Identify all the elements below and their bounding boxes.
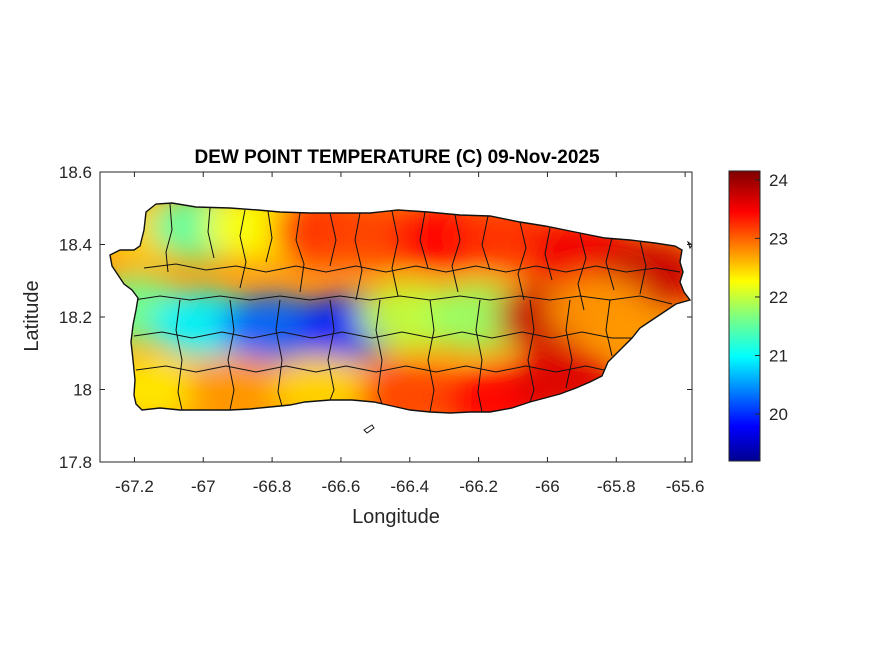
colorbar-tick-label: 20 [769,405,788,424]
x-tick-label: -67 [191,477,216,496]
x-tick-label: -66.4 [390,477,429,496]
y-axis: 17.8 18 18.2 18.4 18.6 [59,163,692,472]
municipality-border [577,233,587,311]
municipality-border [135,365,605,373]
municipality-border [451,214,461,293]
municipality-border [143,263,681,273]
municipality-border [295,212,305,293]
colorbar-tick-label: 23 [769,229,788,248]
x-tick-label: -66.6 [322,477,361,496]
municipality-border [327,299,335,401]
x-tick-label: -67.2 [115,477,154,496]
municipality-border [475,299,483,413]
colorbar-tick-label: 22 [769,288,788,307]
municipality-border [133,295,673,305]
islet [363,424,375,434]
y-tick-label: 18 [73,381,92,400]
x-tick-label: -65.8 [597,477,636,496]
municipality-border [275,299,283,407]
y-axis-label: Latitude [21,280,43,351]
y-tick-label: 18.2 [59,308,92,327]
municipality-border [605,237,615,291]
municipality-border [427,299,435,413]
heat-cell [547,275,652,344]
x-tick-label: -65.6 [666,477,705,496]
x-tick-label: -66 [535,477,560,496]
municipality-border [639,240,647,295]
heat-cell [357,362,462,413]
y-tick-label: 17.8 [59,453,92,472]
municipality-border [565,299,573,389]
heat-cell [185,355,290,413]
municipality-border [544,227,553,281]
municipality-border [375,299,383,405]
municipality-border [207,207,215,259]
chart-title: DEW POINT TEMPERATURE (C) 09-Nov-2025 [194,147,599,168]
municipality-border [517,221,527,301]
municipality-border [391,210,399,297]
heat-cell [220,293,325,362]
y-tick-label: 18.6 [59,163,92,182]
x-tick-label: -66.2 [459,477,498,496]
municipality-border [265,210,273,263]
x-axis-label: Longitude [352,506,440,528]
municipality-border [527,299,535,403]
municipality-border [133,331,632,339]
municipality-border [175,299,183,411]
y-tick-label: 18.4 [59,236,92,255]
municipality-border [329,212,337,267]
colorbar [728,170,761,462]
municipality-border [227,299,235,411]
municipality-border [419,211,429,269]
municipality-border [605,299,613,357]
x-tick-label: -66.8 [253,477,292,496]
municipality-border [354,212,363,301]
colorbar-ticks: 20 21 22 23 24 [755,171,788,424]
colorbar-tick-label: 24 [769,171,788,190]
municipality-borders [133,203,681,413]
municipality-border [481,215,491,271]
municipality-border [165,203,173,273]
x-axis: -67.2 -67 -66.8 -66.6 -66.4 -66.2 -66 -65.8 -65.… [115,172,704,496]
colorbar-tick-label: 21 [769,347,788,366]
heat-field [110,203,690,413]
municipality-border [239,209,247,289]
